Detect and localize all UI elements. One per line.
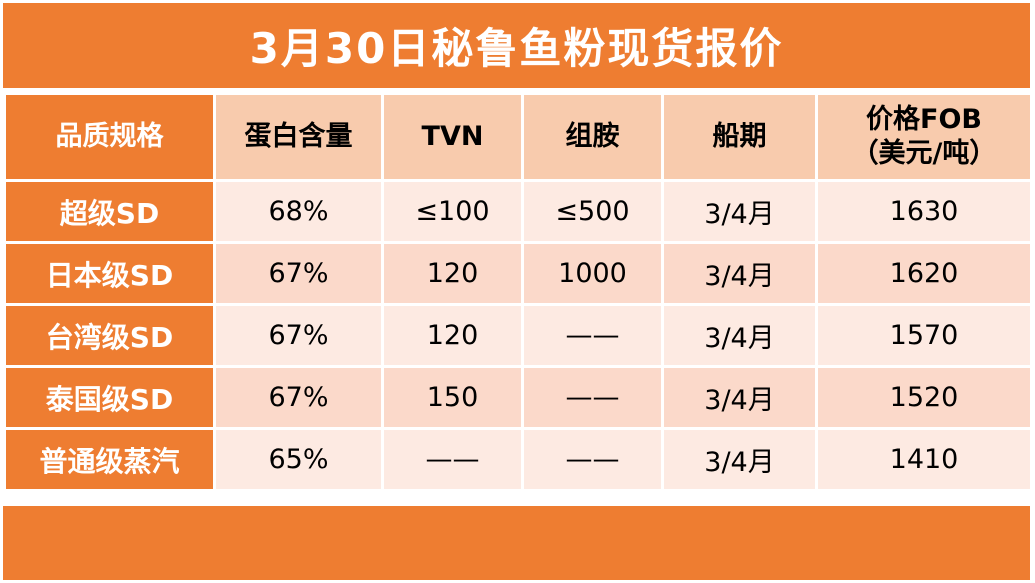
- cell-protein: 65%: [213, 427, 384, 492]
- row-grade: 超级SD: [3, 179, 216, 244]
- cell-protein: 67%: [213, 365, 384, 430]
- header-grade: 品质规格: [3, 92, 216, 182]
- cell-tvn: ——: [381, 427, 524, 492]
- table-row: 台湾级SD 67% 120 —— 3/4月 1570: [3, 303, 1033, 368]
- cell-price: 1520: [815, 365, 1033, 430]
- table-row: 超级SD 68% ≤100 ≤500 3/4月 1630: [3, 179, 1033, 244]
- cell-histamine: ——: [521, 427, 664, 492]
- cell-price: 1630: [815, 179, 1033, 244]
- header-price-line1: 价格FOB: [866, 104, 982, 135]
- cell-histamine: ——: [521, 365, 664, 430]
- table-header-row: 品质规格 蛋白含量 TVN 组胺 船期 价格FOB （美元/吨）: [3, 92, 1033, 182]
- page-title: 3月30日秘鲁鱼粉现货报价: [249, 24, 784, 73]
- row-grade: 台湾级SD: [3, 303, 216, 368]
- table-row: 泰国级SD 67% 150 —— 3/4月 1520: [3, 365, 1033, 430]
- cell-tvn: 150: [381, 365, 524, 430]
- title-bar: 3月30日秘鲁鱼粉现货报价: [3, 3, 1030, 88]
- cell-price: 1620: [815, 241, 1033, 306]
- cell-histamine: ——: [521, 303, 664, 368]
- cell-shipment: 3/4月: [661, 427, 818, 492]
- header-shipment: 船期: [661, 92, 818, 182]
- footer-bar: [3, 506, 1030, 580]
- row-grade: 泰国级SD: [3, 365, 216, 430]
- cell-histamine: 1000: [521, 241, 664, 306]
- row-grade: 普通级蒸汽: [3, 427, 216, 492]
- cell-price: 1410: [815, 427, 1033, 492]
- cell-protein: 67%: [213, 303, 384, 368]
- header-histamine: 组胺: [521, 92, 664, 182]
- cell-shipment: 3/4月: [661, 303, 818, 368]
- header-price: 价格FOB （美元/吨）: [815, 92, 1033, 182]
- cell-protein: 68%: [213, 179, 384, 244]
- header-protein: 蛋白含量: [213, 92, 384, 182]
- cell-price: 1570: [815, 303, 1033, 368]
- header-price-line2: （美元/吨）: [851, 138, 997, 169]
- cell-shipment: 3/4月: [661, 241, 818, 306]
- cell-histamine: ≤500: [521, 179, 664, 244]
- cell-tvn: 120: [381, 241, 524, 306]
- cell-protein: 67%: [213, 241, 384, 306]
- cell-shipment: 3/4月: [661, 179, 818, 244]
- table-row: 日本级SD 67% 120 1000 3/4月 1620: [3, 241, 1033, 306]
- cell-tvn: ≤100: [381, 179, 524, 244]
- cell-shipment: 3/4月: [661, 365, 818, 430]
- header-tvn: TVN: [381, 92, 524, 182]
- row-grade: 日本级SD: [3, 241, 216, 306]
- cell-tvn: 120: [381, 303, 524, 368]
- price-table: 品质规格 蛋白含量 TVN 组胺 船期 价格FOB （美元/吨） 超级SD 68…: [3, 92, 1033, 492]
- table-row: 普通级蒸汽 65% —— —— 3/4月 1410: [3, 427, 1033, 492]
